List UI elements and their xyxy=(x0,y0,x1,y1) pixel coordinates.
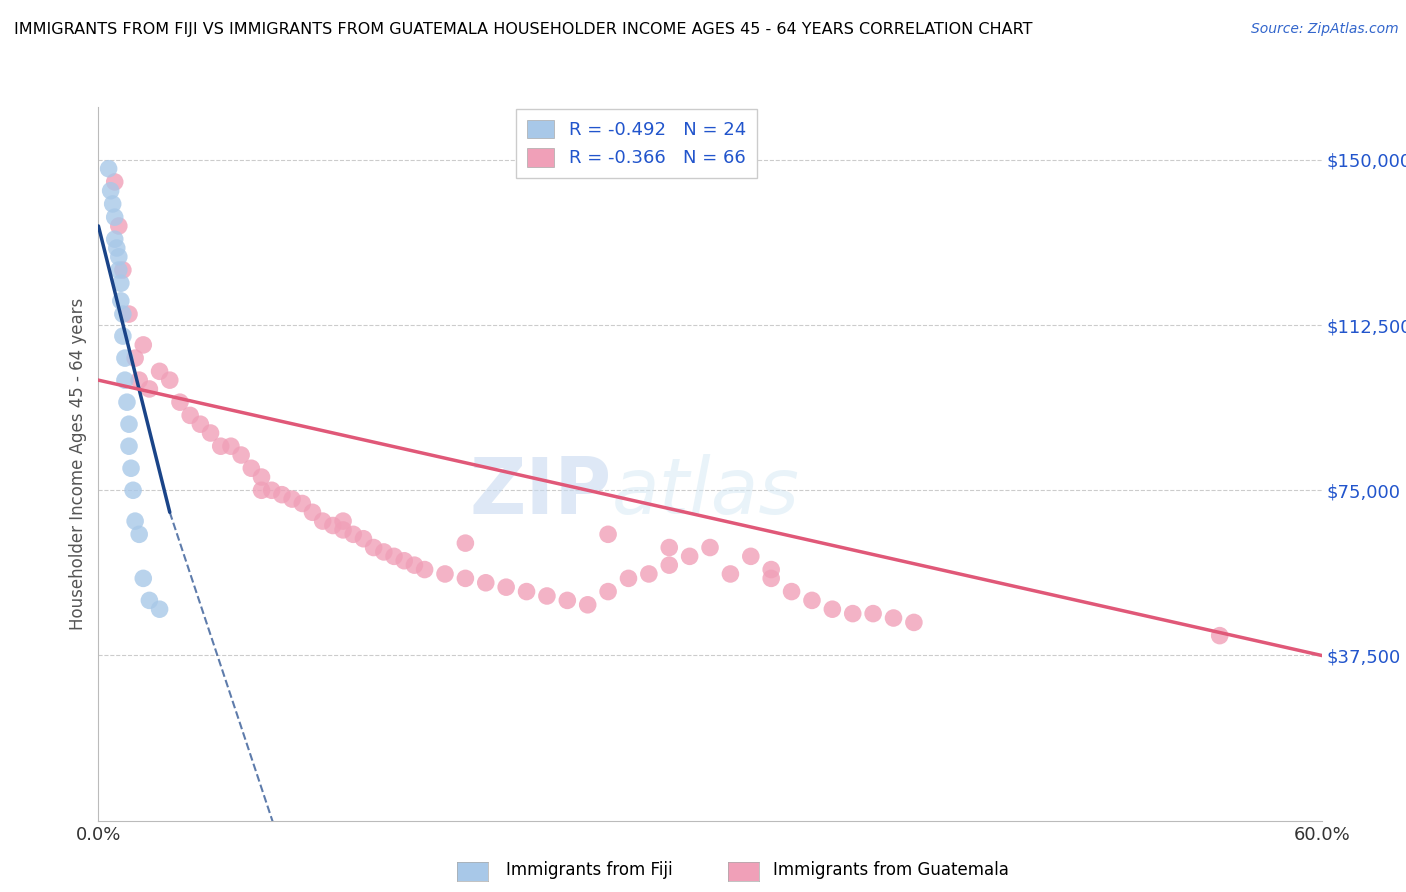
Point xyxy=(104,232,127,246)
Point xyxy=(108,219,131,233)
Point xyxy=(108,250,131,264)
Point xyxy=(332,514,354,528)
Point xyxy=(332,523,354,537)
Point xyxy=(138,593,160,607)
Point xyxy=(862,607,884,621)
Point xyxy=(122,483,145,498)
Point xyxy=(219,439,242,453)
Point xyxy=(111,307,134,321)
Point xyxy=(188,417,212,432)
Point xyxy=(718,566,742,581)
Point xyxy=(658,541,681,555)
Point xyxy=(759,571,782,585)
Point xyxy=(291,496,314,510)
Point xyxy=(596,527,619,541)
Point xyxy=(138,382,160,396)
Point xyxy=(128,527,150,541)
Point xyxy=(105,241,128,255)
Point xyxy=(1208,629,1232,643)
Point xyxy=(108,263,131,277)
Point xyxy=(118,439,141,453)
Text: ZIP: ZIP xyxy=(470,454,612,531)
Point xyxy=(342,527,364,541)
Point xyxy=(617,571,640,585)
Point xyxy=(118,307,141,321)
Point xyxy=(104,210,127,224)
Point xyxy=(301,505,323,519)
Point xyxy=(516,584,538,599)
Text: Source: ZipAtlas.com: Source: ZipAtlas.com xyxy=(1251,22,1399,37)
Point xyxy=(576,598,599,612)
Point xyxy=(114,351,136,365)
Legend: R = -0.492   N = 24, R = -0.366   N = 66: R = -0.492 N = 24, R = -0.366 N = 66 xyxy=(516,109,756,178)
Point xyxy=(270,488,294,502)
Point xyxy=(679,549,702,564)
Point xyxy=(801,593,824,607)
Point xyxy=(821,602,844,616)
Text: Immigrants from Guatemala: Immigrants from Guatemala xyxy=(773,861,1010,879)
Point xyxy=(132,338,155,352)
Point xyxy=(100,184,122,198)
Point xyxy=(555,593,579,607)
Point xyxy=(250,483,273,498)
Point xyxy=(759,563,782,577)
Point xyxy=(454,536,477,550)
Point xyxy=(312,514,335,528)
Point xyxy=(637,566,661,581)
Point xyxy=(169,395,191,409)
Point xyxy=(474,575,498,590)
Point xyxy=(596,584,619,599)
Point xyxy=(322,518,344,533)
Text: Immigrants from Fiji: Immigrants from Fiji xyxy=(506,861,673,879)
Point xyxy=(363,541,385,555)
Point xyxy=(179,409,201,423)
Point xyxy=(118,417,141,432)
Y-axis label: Householder Income Ages 45 - 64 years: Householder Income Ages 45 - 64 years xyxy=(69,298,87,630)
Point xyxy=(903,615,925,630)
Point xyxy=(536,589,558,603)
Point xyxy=(373,545,395,559)
Point xyxy=(209,439,232,453)
Point xyxy=(104,175,127,189)
Point xyxy=(124,351,146,365)
Point xyxy=(159,373,181,387)
Point xyxy=(740,549,762,564)
Point xyxy=(260,483,283,498)
Point xyxy=(382,549,405,564)
Point xyxy=(433,566,456,581)
Point xyxy=(495,580,517,594)
Text: atlas: atlas xyxy=(612,454,800,531)
Point xyxy=(231,448,253,462)
Point xyxy=(124,514,146,528)
Point xyxy=(132,571,155,585)
Point xyxy=(240,461,263,475)
Point xyxy=(200,425,222,440)
Point xyxy=(392,554,416,568)
Point xyxy=(110,293,132,308)
Point xyxy=(352,532,374,546)
Point xyxy=(454,571,477,585)
Point xyxy=(115,395,138,409)
Point xyxy=(883,611,905,625)
Point xyxy=(128,373,150,387)
Point xyxy=(658,558,681,573)
Point xyxy=(404,558,426,573)
Point xyxy=(780,584,803,599)
Point xyxy=(250,470,273,484)
Point xyxy=(111,329,134,343)
Point xyxy=(111,263,134,277)
Point xyxy=(149,602,172,616)
Point xyxy=(699,541,721,555)
Point xyxy=(281,492,304,507)
Text: IMMIGRANTS FROM FIJI VS IMMIGRANTS FROM GUATEMALA HOUSEHOLDER INCOME AGES 45 - 6: IMMIGRANTS FROM FIJI VS IMMIGRANTS FROM … xyxy=(14,22,1032,37)
Point xyxy=(841,607,863,621)
Point xyxy=(413,563,436,577)
Point xyxy=(97,161,120,176)
Point xyxy=(120,461,142,475)
Point xyxy=(101,197,124,211)
Point xyxy=(149,364,172,378)
Point xyxy=(110,277,132,291)
Point xyxy=(114,373,136,387)
